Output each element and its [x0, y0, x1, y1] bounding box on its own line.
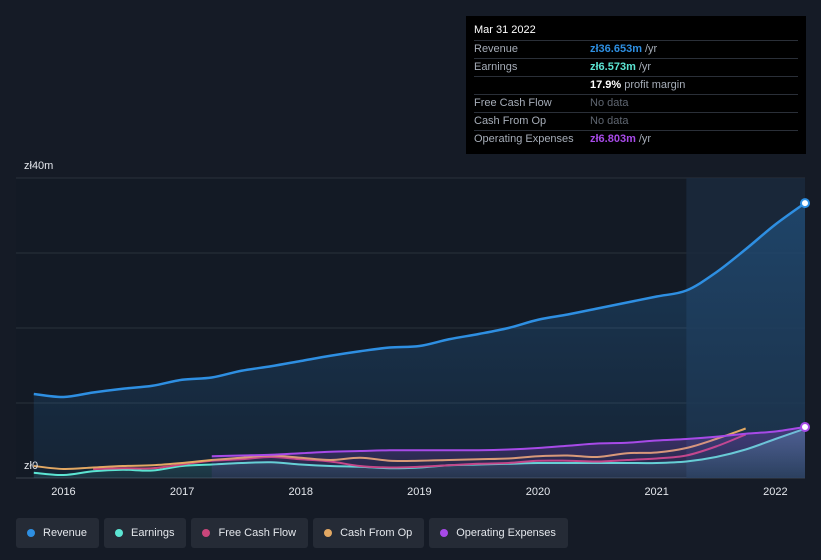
x-axis-ticks: 2016 2017 2018 2019 2020 2021 2022: [51, 486, 787, 498]
legend-label: Cash From Op: [340, 527, 413, 539]
tooltip-row: Cash From Op No data: [474, 112, 798, 130]
data-tooltip: Mar 31 2022 Revenue zł36.653m/yr Earnings z…: [466, 16, 806, 154]
x-tick-label: 2016: [51, 486, 75, 498]
x-tick-label: 2018: [289, 486, 313, 498]
tooltip-row: 17.9% profit margin: [474, 76, 798, 94]
tooltip-row-label: Operating Expenses: [474, 133, 574, 145]
legend-dot-icon: [115, 529, 124, 537]
series-area-operating-expenses: [211, 426, 806, 478]
series-end-marker-operating-expenses: [800, 421, 810, 432]
tooltip-row-value: zł6.573m: [590, 61, 636, 73]
tooltip-row-value: zł6.803m: [590, 133, 636, 145]
legend-dot-icon: [27, 529, 35, 537]
tooltip-date: Mar 31 2022: [474, 24, 536, 36]
series-area-revenue: [33, 203, 805, 479]
series-line-operating-expenses: [211, 425, 806, 458]
tooltip-row-value: 17.9%: [590, 79, 622, 91]
series-end-marker-revenue: [800, 198, 810, 209]
tooltip-row: Revenue zł36.653m/yr: [474, 40, 798, 58]
chart-legend: Revenue Earnings Free Cash Flow Cash From O…: [16, 518, 568, 548]
tooltip-row-unit: /yr: [638, 133, 652, 145]
legend-item-revenue[interactable]: Revenue: [16, 518, 100, 548]
series-line-revenue: [33, 202, 806, 399]
y-tick-bottom: zł0: [24, 460, 39, 472]
tooltip-row-unit: profit margin: [624, 79, 686, 91]
tooltip-rows: Revenue zł36.653m/yr Earnings zł6.573m/yr 17…: [474, 40, 798, 148]
legend-dot-icon: [440, 529, 449, 537]
legend-label: Earnings: [131, 527, 175, 539]
legend-dot-icon: [324, 529, 333, 537]
legend-item-free-cash-flow[interactable]: Free Cash Flow: [191, 518, 309, 548]
tooltip-row-label: [474, 77, 590, 94]
legend-item-cash-from-op[interactable]: Cash From Op: [313, 518, 425, 548]
tooltip-row-unit: /yr: [638, 61, 652, 73]
tooltip-row-nodata: No data: [590, 97, 629, 109]
legend-item-earnings[interactable]: Earnings: [104, 518, 187, 548]
tooltip-row: Earnings zł6.573m/yr: [474, 58, 798, 76]
legend-label: Operating Expenses: [456, 527, 556, 539]
tooltip-row-label: Cash From Op: [474, 115, 547, 127]
tooltip-row-value: zł36.653m: [590, 43, 642, 55]
legend-item-operating-expenses[interactable]: Operating Expenses: [429, 518, 568, 548]
tooltip-row-nodata: No data: [590, 115, 629, 127]
tooltip-row-label: Revenue: [474, 43, 519, 55]
x-tick-label: 2020: [526, 486, 550, 498]
tooltip-row-unit: /yr: [644, 43, 658, 55]
x-tick-label: 2022: [763, 486, 787, 498]
legend-dot-icon: [202, 529, 211, 537]
x-tick-label: 2019: [407, 486, 431, 498]
tooltip-row-label: Earnings: [474, 61, 518, 73]
legend-label: Revenue: [43, 527, 88, 539]
tooltip-row: Operating Expenses zł6.803m/yr: [474, 130, 798, 148]
x-tick-label: 2021: [644, 486, 668, 498]
legend-label: Free Cash Flow: [218, 527, 297, 539]
tooltip-row-label: Free Cash Flow: [474, 97, 552, 109]
y-tick-top: zł40m: [24, 160, 54, 172]
x-tick-label: 2017: [170, 486, 194, 498]
tooltip-row: Free Cash Flow No data: [474, 94, 798, 112]
series-layer: [33, 198, 810, 479]
